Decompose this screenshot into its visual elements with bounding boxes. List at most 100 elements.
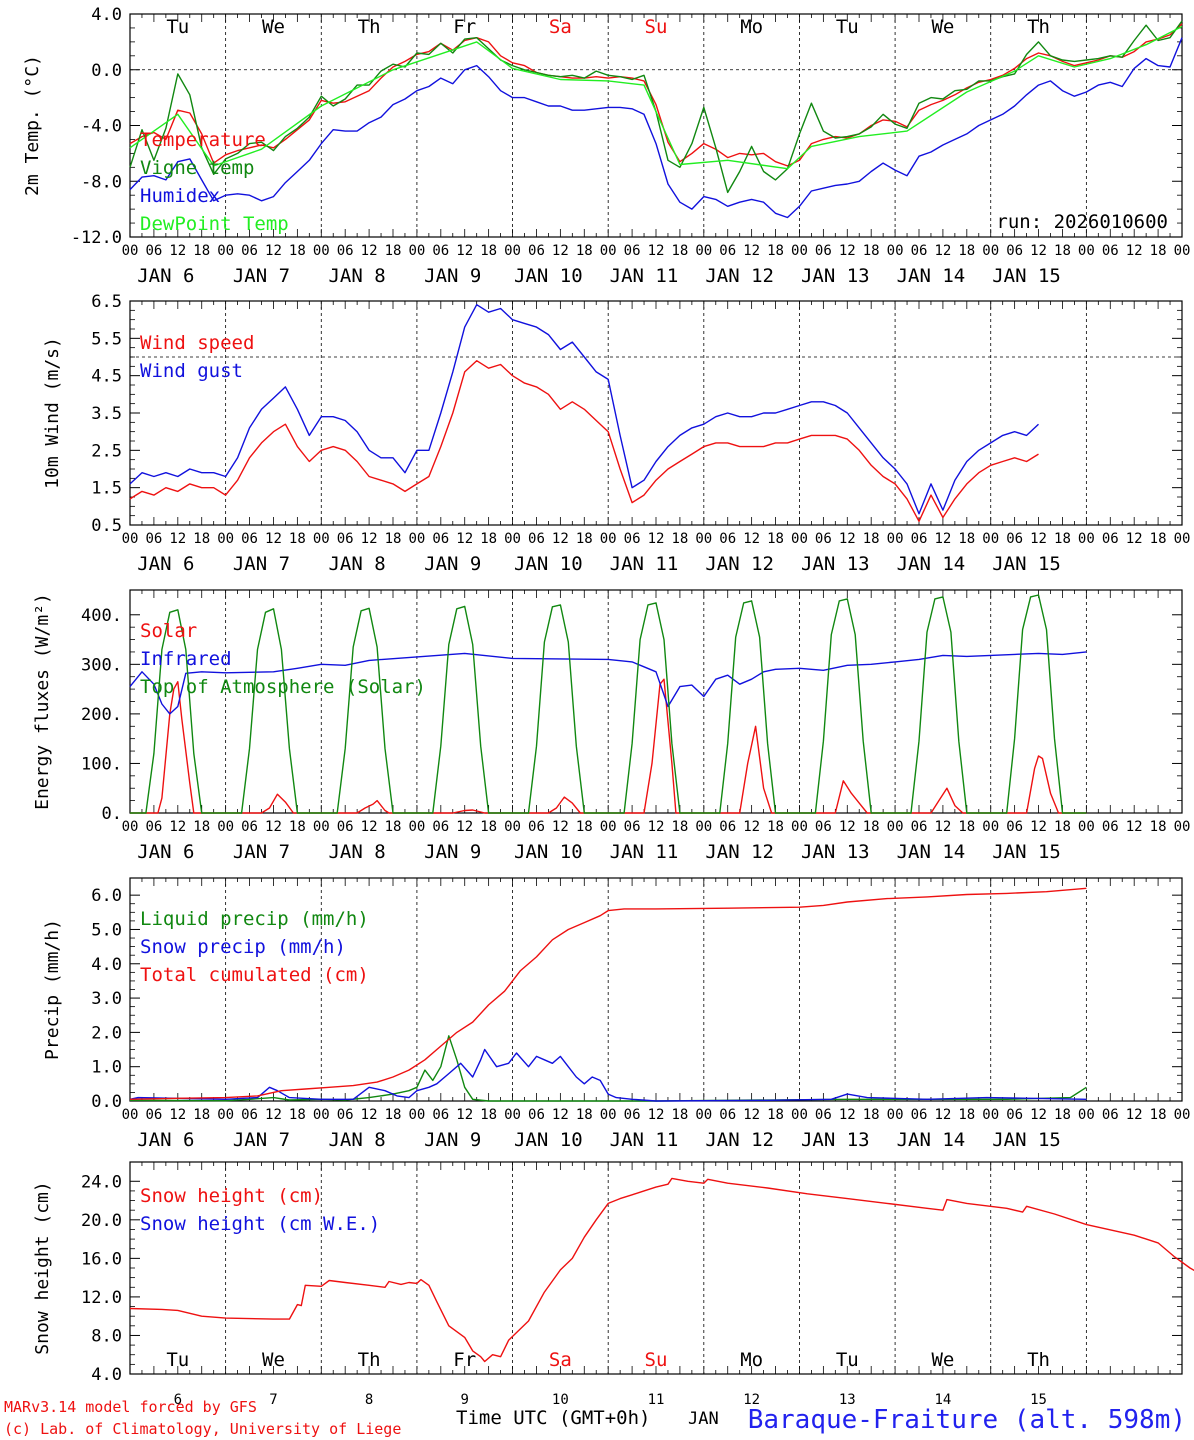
energy-y-tick-label: 200. [81, 705, 122, 725]
temp-hour-label: 18 [958, 243, 975, 259]
snow-day-number: 7 [269, 1392, 277, 1408]
energy-series-group [129, 594, 1087, 814]
precip-series-liquid-precip-mm-h- [129, 1035, 1087, 1102]
energy-hour-label: 06 [145, 819, 162, 835]
precip-legend-entry: Liquid precip (mm/h) [140, 908, 369, 930]
temp-hour-label: 18 [1054, 243, 1071, 259]
precip-y-tick-label: 0.0 [91, 1092, 122, 1112]
temp-legend-entry: Temperature [140, 129, 266, 151]
precip-hour-label: 00 [504, 1107, 521, 1123]
precip-hour-label: 06 [719, 1107, 736, 1123]
precip-hour-label: 12 [934, 1107, 951, 1123]
temp-hour-label: 00 [504, 243, 521, 259]
temp-weekday-mo: Mo [740, 16, 763, 38]
precip-panel: 0.0 1.0 2.0 3.0 4.0 5.0 6.0 Precip (mm/h) 00 06 12… [42, 877, 1190, 1151]
temp-hour-label: 18 [385, 243, 402, 259]
energy-hour-label: 18 [671, 819, 688, 835]
precip-hour-label: 00 [887, 1107, 904, 1123]
temp-hour-label: 06 [719, 243, 736, 259]
wind-y-axis-title: 10m Wind (m/s) [42, 337, 63, 489]
temperature-legend: Temperature Vigne temp Humidex DewPoint Tem… [140, 129, 289, 235]
wind-hour-label: 18 [1054, 531, 1071, 547]
temp-hour-label: 06 [241, 243, 258, 259]
precip-y-axis-title: Precip (mm/h) [42, 919, 63, 1060]
energy-hour-label: 12 [456, 819, 473, 835]
precip-day-label: JAN 6 [137, 1129, 194, 1151]
temp-hour-label: 12 [839, 243, 856, 259]
precip-day-label: JAN 14 [897, 1129, 966, 1151]
wind-hour-label: 00 [1174, 531, 1191, 547]
precip-hour-label: 06 [624, 1107, 641, 1123]
precip-hour-label: 18 [1054, 1107, 1071, 1123]
wind-hour-label: 00 [887, 531, 904, 547]
snow-panel: 4.0 8.0 12.0 16.0 20.0 24.0 Snow height (cm) 6 7… [32, 1161, 1194, 1408]
energy-axis-group: 0. 100. 200. 300. 400. Energy fluxes (W/m²) 00… [32, 589, 1190, 863]
temperature-axis-group: -12.0 -8.0 -4.0 0.0 4.0 2m Temp. (°C) 00 06 12 18… [22, 5, 1190, 287]
wind-hour-label: 18 [1150, 531, 1167, 547]
wind-hour-label: 06 [1102, 531, 1119, 547]
snow-legend: Snow height (cm) Snow height (cm W.E.) [140, 1185, 380, 1235]
wind-hour-label: 06 [624, 531, 641, 547]
precip-grid-group [225, 878, 1087, 1101]
energy-grid-group [225, 590, 1087, 813]
energy-hour-label: 18 [767, 819, 784, 835]
precip-series-snow-precip-mm-h- [129, 1048, 1087, 1102]
snow-weekday-sa: Sa [549, 1349, 572, 1371]
temp-hour-label: 00 [217, 243, 234, 259]
energy-hour-label: 18 [958, 819, 975, 835]
temp-hour-label: 06 [528, 243, 545, 259]
energy-y-tick-label: 100. [81, 754, 122, 774]
wind-hour-label: 00 [1078, 531, 1095, 547]
precip-hour-label: 18 [385, 1107, 402, 1123]
energy-hour-label: 06 [911, 819, 928, 835]
energy-hour-label: 00 [217, 819, 234, 835]
snow-y-axis-title: Snow height (cm) [32, 1181, 53, 1354]
temp-hour-label: 12 [361, 243, 378, 259]
precip-hour-label: 18 [767, 1107, 784, 1123]
energy-hour-label: 06 [1102, 819, 1119, 835]
model-credit: MARv3.14 model forced by GFS [4, 1398, 257, 1416]
snow-weekday-th: Th [1027, 1349, 1050, 1371]
precip-hour-label: 00 [408, 1107, 425, 1123]
energy-y-tick-label: 300. [81, 655, 122, 675]
temp-day-label: JAN 12 [705, 265, 774, 287]
snow-y-tick-label: 4.0 [91, 1365, 122, 1385]
snow-weekday-we: We [262, 1349, 285, 1371]
temp-day-label: JAN 13 [801, 265, 870, 287]
wind-hour-label: 00 [408, 531, 425, 547]
temp-hour-label: 00 [982, 243, 999, 259]
wind-hour-label: 18 [671, 531, 688, 547]
wind-hour-label: 18 [767, 531, 784, 547]
wind-day-label: JAN 9 [424, 553, 481, 575]
energy-day-label: JAN 12 [705, 841, 774, 863]
energy-legend-entry: Solar [140, 620, 197, 642]
temp-day-label: JAN 9 [424, 265, 481, 287]
temp-day-label: JAN 14 [897, 265, 966, 287]
energy-panel: 0. 100. 200. 300. 400. Energy fluxes (W/m²) 00… [32, 589, 1190, 863]
temp-legend-entry: Vigne temp [140, 157, 254, 179]
precip-y-tick-label: 2.0 [91, 1023, 122, 1043]
temp-hour-label: 06 [432, 243, 449, 259]
temp-hour-label: 18 [671, 243, 688, 259]
snow-day-number: 6 [174, 1392, 182, 1408]
energy-hour-label: 18 [1150, 819, 1167, 835]
wind-hour-label: 18 [289, 531, 306, 547]
energy-hour-label: 06 [719, 819, 736, 835]
month-label: JAN [688, 1409, 719, 1429]
precip-day-label: JAN 12 [705, 1129, 774, 1151]
wind-hour-label: 06 [337, 531, 354, 547]
energy-day-label: JAN 6 [137, 841, 194, 863]
temp-day-label: JAN 15 [992, 265, 1061, 287]
temp-hour-label: 06 [911, 243, 928, 259]
energy-hour-label: 06 [624, 819, 641, 835]
temp-y-tick-label: 0.0 [91, 61, 122, 81]
temp-hour-label: 18 [193, 243, 210, 259]
snow-day-number: 13 [839, 1392, 856, 1408]
temp-weekday-th: Th [1027, 16, 1050, 38]
wind-y-tick-label: 3.5 [91, 404, 122, 424]
wind-hour-label: 00 [313, 531, 330, 547]
wind-hour-label: 12 [1030, 531, 1047, 547]
energy-hour-label: 00 [791, 819, 808, 835]
snow-day-number: 8 [365, 1392, 373, 1408]
